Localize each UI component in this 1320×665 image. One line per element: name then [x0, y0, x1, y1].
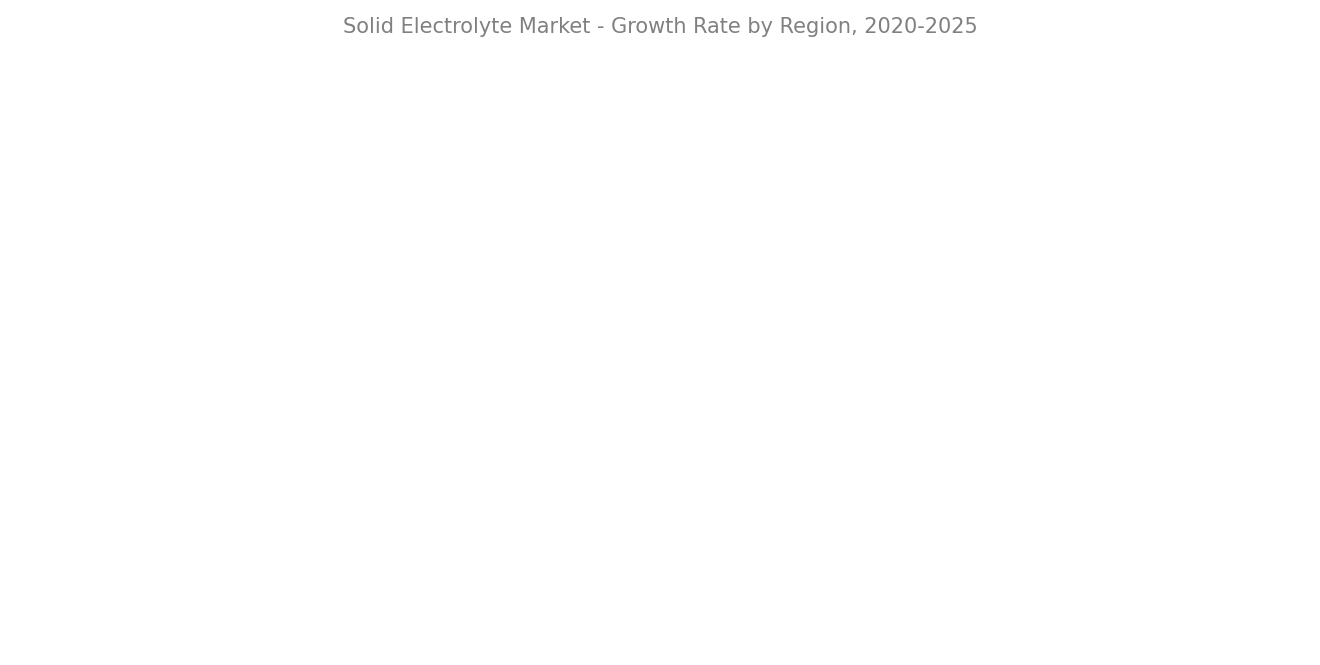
Text: Solid Electrolyte Market - Growth Rate by Region, 2020-2025: Solid Electrolyte Market - Growth Rate b…	[343, 17, 977, 37]
